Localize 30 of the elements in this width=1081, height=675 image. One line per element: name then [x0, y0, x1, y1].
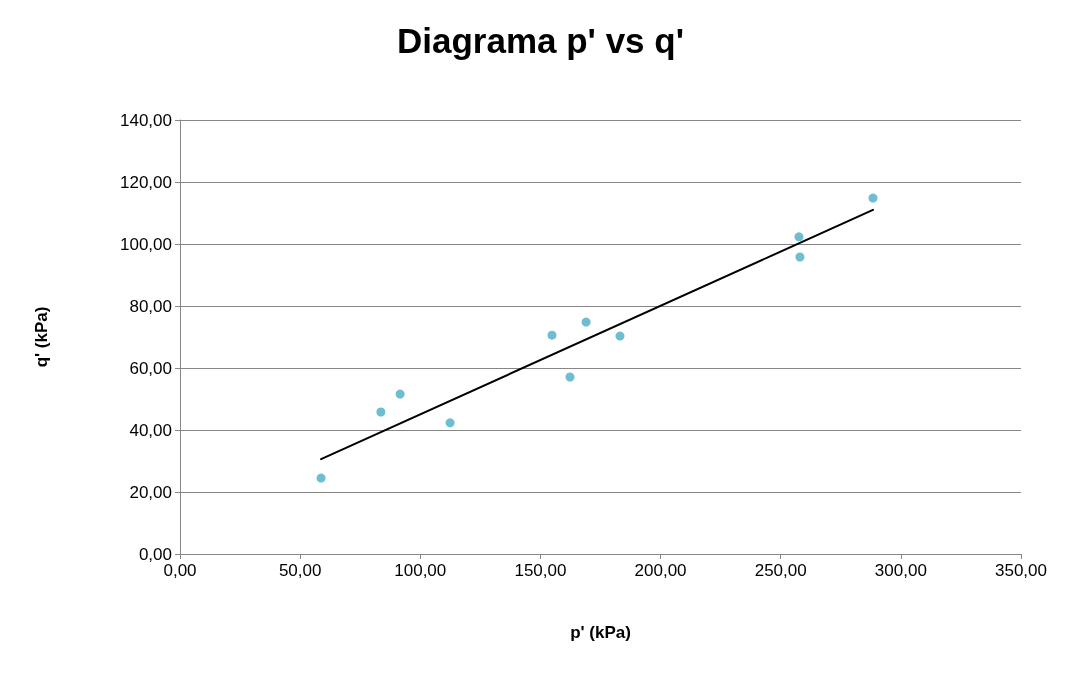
x-tick-label: 200,00	[634, 561, 687, 580]
y-tick-label: 60,00	[129, 358, 172, 378]
y-tick-label: 0,00	[138, 544, 172, 564]
x-axis-title: p' (kPa)	[570, 623, 631, 642]
chart-title: Diagrama p' vs q'	[396, 21, 685, 60]
y-tick-label: 120,00	[120, 172, 172, 192]
point	[376, 407, 386, 417]
point	[565, 372, 575, 382]
y-tick-label: 80,00	[129, 296, 172, 316]
point	[615, 331, 625, 341]
x-tick-label: 0,00	[163, 561, 197, 580]
point	[581, 317, 591, 327]
x-tick-label: 300,00	[874, 561, 927, 580]
y-tick-label: 20,00	[129, 482, 172, 502]
point	[316, 473, 326, 483]
y-tick-label: 100,00	[120, 234, 172, 254]
x-tick-label: 50,00	[278, 561, 322, 580]
point	[794, 232, 804, 242]
point	[868, 193, 878, 203]
x-tick-label: 250,00	[754, 561, 807, 580]
x-tick-label: 350,00	[995, 561, 1047, 580]
y-axis-title: q' (kPa)	[32, 306, 51, 368]
point	[445, 418, 455, 428]
point	[395, 389, 405, 399]
point	[547, 330, 557, 340]
point	[795, 252, 805, 262]
y-tick-label: 40,00	[129, 420, 172, 440]
x-tick-label: 150,00	[514, 561, 567, 580]
y-tick-label: 140,00	[120, 110, 172, 130]
x-tick-label: 100,00	[394, 561, 447, 580]
